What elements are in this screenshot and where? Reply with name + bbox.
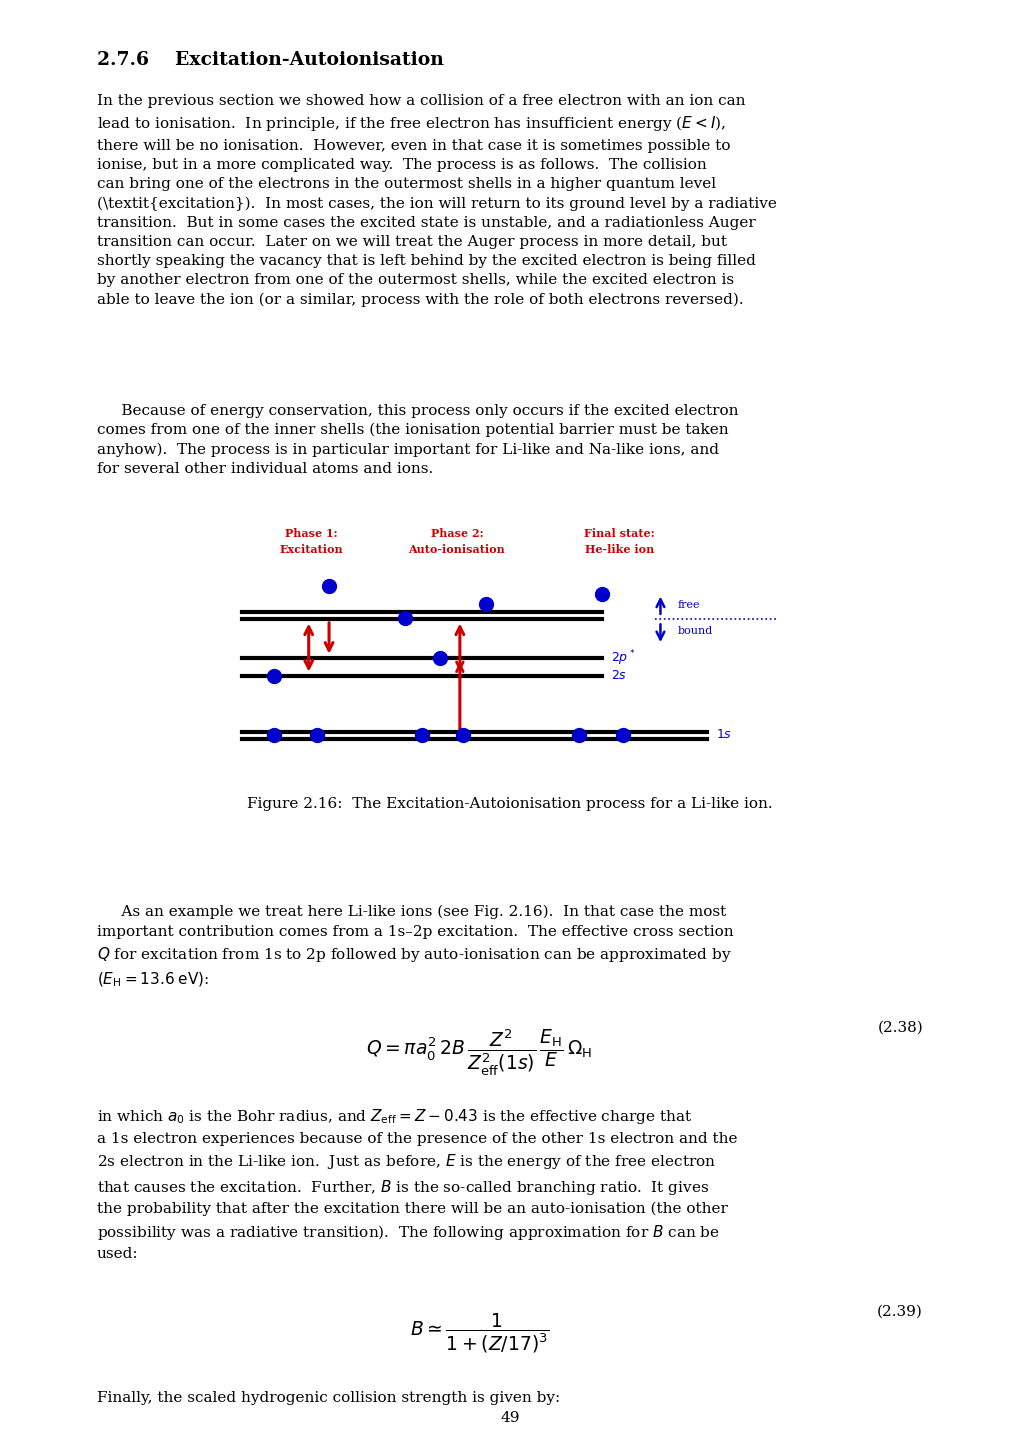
Text: Because of energy conservation, this process only occurs if the excited electron: Because of energy conservation, this pro…	[97, 404, 738, 476]
Text: In the previous section we showed how a collision of a free electron with an ion: In the previous section we showed how a …	[97, 94, 776, 307]
Point	[309, 723, 325, 746]
Point	[414, 723, 430, 746]
Point	[321, 574, 337, 597]
Text: 49: 49	[499, 1411, 520, 1426]
Text: in which $a_0$ is the Bohr radius, and $Z_{\mathrm{eff}} = Z - 0.43$ is the effe: in which $a_0$ is the Bohr radius, and $…	[97, 1107, 737, 1261]
Text: (2.38): (2.38)	[876, 1020, 922, 1035]
Text: free: free	[678, 600, 700, 610]
Text: bound: bound	[678, 626, 712, 636]
Text: Figure 2.16:  The Excitation-Autoionisation process for a Li-like ion.: Figure 2.16: The Excitation-Autoionisati…	[247, 797, 772, 811]
Point	[571, 723, 587, 746]
Point	[396, 606, 413, 629]
Text: (2.39): (2.39)	[876, 1304, 922, 1319]
Text: Auto-ionisation: Auto-ionisation	[409, 544, 504, 554]
Point	[454, 723, 471, 746]
Point	[613, 723, 630, 746]
Text: $Q = \pi a_0^2\,2B\,\dfrac{Z^2}{Z_{\rm eff}^2(1s)}\,\dfrac{E_{\rm H}}{E}\,\Omega: $Q = \pi a_0^2\,2B\,\dfrac{Z^2}{Z_{\rm e…	[366, 1027, 592, 1078]
Text: $B \simeq \dfrac{1}{1 + (Z/17)^3}$: $B \simeq \dfrac{1}{1 + (Z/17)^3}$	[410, 1312, 548, 1355]
Text: Phase 1:: Phase 1:	[285, 528, 337, 540]
Text: $2p^*$: $2p^*$	[610, 648, 635, 668]
Text: $2s$: $2s$	[610, 670, 627, 683]
Text: He-like ion: He-like ion	[585, 544, 654, 554]
Point	[431, 646, 447, 670]
Point	[265, 664, 281, 687]
Text: Phase 2:: Phase 2:	[430, 528, 483, 540]
Text: 2.7.6    Excitation-Autoionisation: 2.7.6 Excitation-Autoionisation	[97, 51, 443, 68]
Point	[593, 582, 609, 605]
Text: Final state:: Final state:	[584, 528, 654, 540]
Text: Excitation: Excitation	[279, 544, 343, 554]
Point	[265, 723, 281, 746]
Point	[477, 593, 494, 616]
Text: As an example we treat here Li-like ions (see Fig. 2.16).  In that case the most: As an example we treat here Li-like ions…	[97, 905, 733, 988]
Text: $1s$: $1s$	[715, 729, 732, 742]
Text: Finally, the scaled hydrogenic collision strength is given by:: Finally, the scaled hydrogenic collision…	[97, 1391, 559, 1405]
